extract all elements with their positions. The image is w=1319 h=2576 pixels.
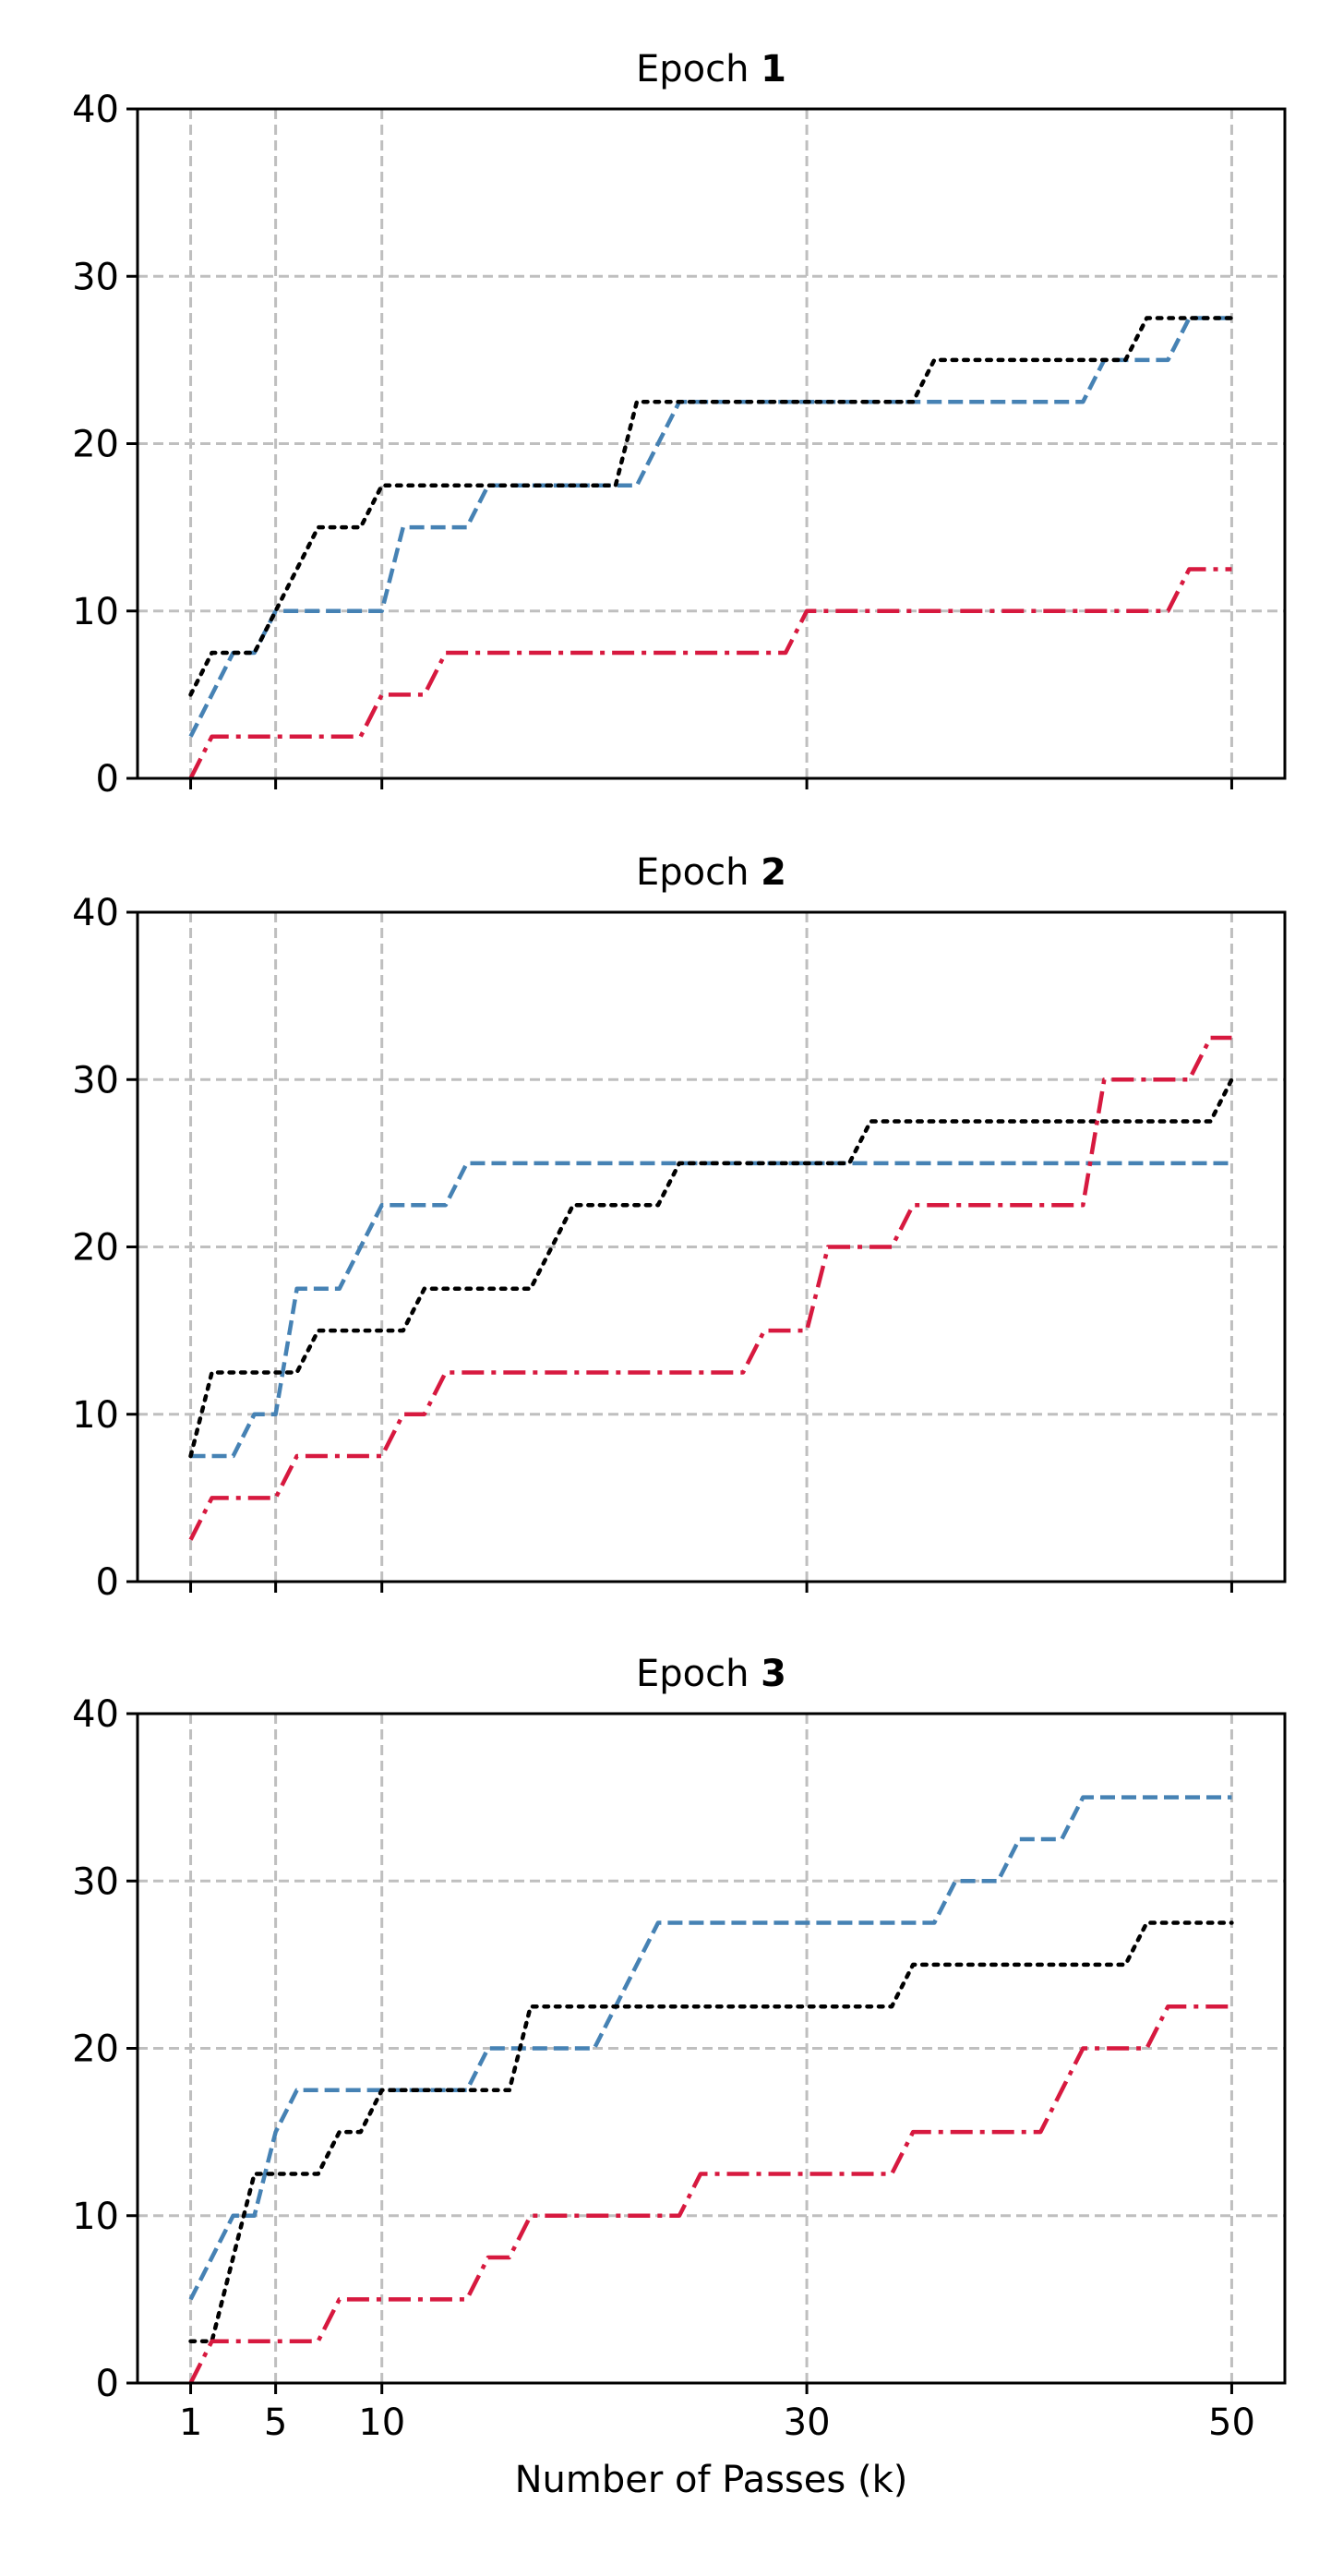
series-line-dotted [188, 1920, 1234, 2343]
chart-title-prefix: Epoch [636, 1653, 761, 1695]
series-line-dashdot [188, 567, 1232, 780]
y-tick-label: 20 [72, 1227, 119, 1270]
y-tick-label: 20 [72, 424, 119, 466]
series-line-dashdot [188, 2004, 1232, 2385]
y-tick-label: 40 [72, 1693, 119, 1736]
chart-title-prefix: Epoch [636, 48, 761, 90]
y-tick-label: 30 [72, 1860, 119, 1903]
y-tick-label: 10 [72, 591, 119, 633]
series-line-dotted [188, 1077, 1234, 1459]
y-tick-label: 40 [72, 89, 119, 131]
y-tick-label: 30 [72, 1059, 119, 1101]
series-line-dashed [188, 1795, 1232, 2301]
x-tick-label: 30 [784, 2401, 831, 2444]
chart-title: Epoch 3 [636, 1653, 786, 1695]
chart-panel-2: 0 10 20 30 40 Epoch 2 [72, 851, 1287, 1604]
x-axis-label: Number of Passes (k) [515, 2459, 908, 2501]
y-tick-label: 10 [72, 2196, 119, 2238]
y-tick-label: 10 [72, 1394, 119, 1437]
y-tick-label: 20 [72, 2028, 119, 2071]
x-tick-label: 50 [1208, 2401, 1255, 2444]
x-tick-label: 10 [358, 2401, 405, 2444]
y-tick-label: 0 [96, 758, 119, 800]
chart-title: Epoch 1 [636, 48, 786, 90]
series-line-dashed [188, 316, 1232, 738]
chart-title: Epoch 2 [636, 851, 786, 894]
x-tick-label: 5 [264, 2401, 287, 2444]
chart-title-number: 1 [761, 48, 786, 90]
chart-panel-1: 0 10 20 30 40 Epoch 1 [72, 48, 1287, 800]
y-tick-label: 0 [96, 2363, 119, 2405]
chart-title-number: 3 [761, 1653, 786, 1695]
x-tick-label: 1 [179, 2401, 202, 2444]
series-line-dashdot [188, 1035, 1232, 1541]
series-line-dotted [188, 316, 1234, 697]
y-tick-label: 40 [72, 892, 119, 934]
chart-panel-3: 0 10 20 30 40 1 5 10 30 50 Epoch 3 Number of Passes… [72, 1653, 1287, 2501]
chart-title-prefix: Epoch [636, 851, 761, 894]
chart-title-number: 2 [761, 851, 786, 894]
y-tick-label: 0 [96, 1561, 119, 1604]
y-tick-label: 30 [72, 256, 119, 298]
